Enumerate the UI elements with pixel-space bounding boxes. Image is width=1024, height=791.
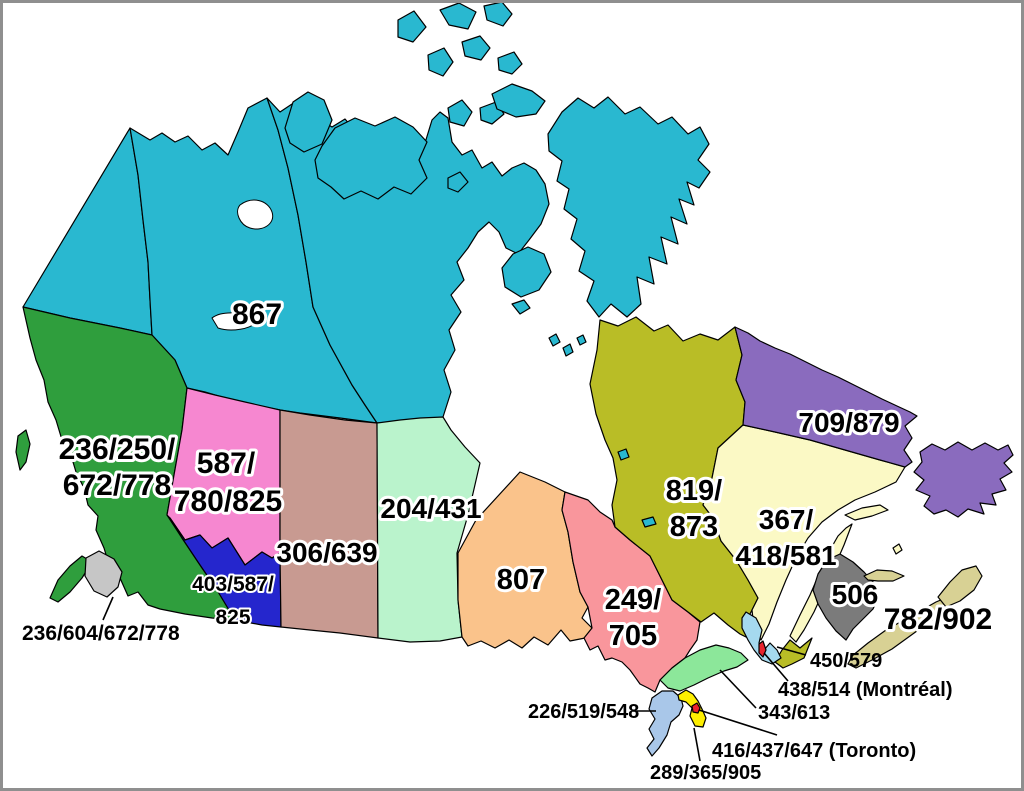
anticosti-island [844,504,889,521]
callout-line-vancouver [102,596,114,621]
region-new-brunswick [812,553,880,641]
callout-lines [102,596,807,762]
map-labels: 867 236/250/ 672/778 587/ 780/825 403/58… [20,295,995,784]
label-saskatchewan: 306/639 [276,537,377,568]
region-newfoundland-island [913,441,1014,518]
label-newfoundland-labrador: 709/879 [798,407,899,438]
label-quebec-west-line2: 873 [670,511,718,543]
callout-line-289 [693,727,701,762]
region-yukon [22,127,153,336]
banks-island [284,91,333,153]
callout-line-416 [698,709,778,736]
label-ontario-ne-line1: 249/ [605,584,661,616]
label-nova-scotia: 782/902 [884,603,992,636]
region-montreal-suburbs [741,611,782,665]
label-bc-line1: 236/250/ [59,433,176,466]
region-cape-breton [937,565,983,608]
southampton-island [501,246,552,298]
region-alberta-south [169,517,282,628]
region-manitoba [376,416,481,643]
label-montreal-core: 438/514 (Montréal) [778,679,953,701]
callout-line-343 [719,669,757,709]
label-bc-line2: 672/778 [63,469,171,502]
callout-line-450 [776,646,807,656]
region-quebec-west-south-shore [774,637,813,669]
label-toronto-core: 416/437/647 (Toronto) [712,740,916,762]
coats-island [511,299,531,315]
region-ontario-east [659,644,749,692]
region-ontario-southwest [646,690,684,757]
label-territories: 867 [232,298,282,331]
label-ontario-east: 343/613 [758,702,830,724]
label-ontario-sw: 226/519/548 [528,701,639,723]
region-saskatchewan [279,409,379,639]
callout-line-438 [763,652,789,682]
label-ontario-nw: 807 [497,564,545,596]
magdalen-islands [892,543,903,555]
label-toronto-suburbs: 289/365/905 [650,762,761,784]
great-slave-lake [211,312,259,331]
label-vancouver: 236/604/672/778 [22,622,180,645]
region-pei [863,569,905,582]
quebec-lake-2 [641,516,657,528]
label-alberta-line2: 780/825 [174,485,282,518]
ellesmere-islands [397,1,523,77]
label-new-brunswick: 506 [832,579,879,610]
region-vancouver-lower-mainland [84,550,123,598]
quebec-lake-1 [617,448,630,461]
king-william-island [447,171,469,193]
label-quebec-east-line2: 418/581 [735,540,836,571]
region-labrador [734,326,918,468]
haida-gwaii [15,429,31,471]
prince-of-wales-island [447,99,473,127]
label-quebec-east-line1: 367/ [759,504,814,535]
label-quebec-west-line1: 819/ [666,475,722,507]
label-alberta-south-line1: 403/587/ [192,573,274,596]
label-montreal-suburbs: 450/579 [810,650,882,672]
victoria-island [314,116,428,200]
devon-island [491,83,546,118]
region-territories [22,1,711,424]
label-manitoba: 204/431 [380,493,481,524]
baffin-island [547,96,711,318]
region-nova-scotia [847,595,951,669]
great-bear-lake [237,199,274,230]
hudson-bay-islands [548,333,587,357]
label-ontario-ne-line2: 705 [609,620,657,652]
label-alberta-south-line2: 825 [215,606,250,629]
label-alberta-line1: 587/ [197,447,256,480]
